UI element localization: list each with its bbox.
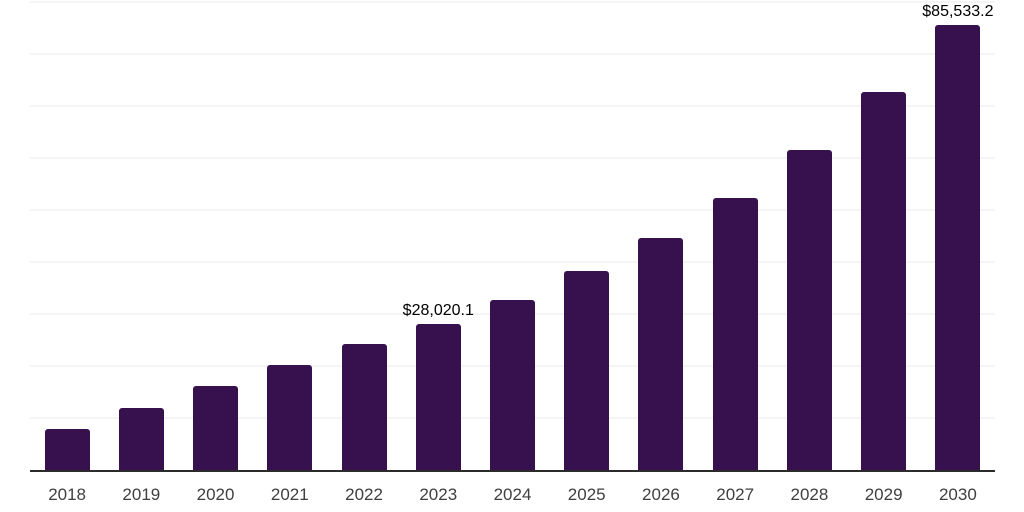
- x-tick-2028: 2028: [790, 485, 829, 504]
- bar-2019: [118, 407, 164, 470]
- bar-2026: [638, 238, 684, 470]
- x-tick-2021: 2021: [270, 485, 309, 504]
- bar-2025: [564, 270, 610, 470]
- x-tick-2030: 2030: [938, 485, 977, 504]
- gridline-50000: [30, 209, 995, 211]
- bar-2027: [712, 197, 758, 470]
- x-tick-2023: 2023: [419, 485, 458, 504]
- value-label-2023: $28,020.1: [402, 302, 474, 320]
- bar-2024: [490, 299, 535, 470]
- bar-2029: [861, 91, 907, 470]
- bar-2018: [44, 429, 90, 470]
- x-tick-2026: 2026: [642, 485, 680, 504]
- x-tick-2018: 2018: [48, 485, 87, 504]
- bar-2030: [935, 25, 981, 470]
- plot-area: $28,020.1 $85,533.2: [30, 1, 995, 470]
- value-label-2030: $85,533.2: [922, 3, 994, 21]
- gridline-60000: [30, 157, 995, 159]
- x-tick-2027: 2027: [716, 485, 755, 504]
- bar-2020: [193, 385, 239, 470]
- gridline-80000: [30, 53, 995, 55]
- x-tick-2020: 2020: [196, 485, 235, 504]
- gridline-70000: [30, 105, 995, 107]
- x-axis-line: [30, 470, 995, 472]
- x-tick-2024: 2024: [493, 485, 532, 504]
- x-tick-2019: 2019: [122, 485, 161, 504]
- x-tick-2025: 2025: [567, 485, 606, 504]
- bar-2022: [341, 344, 387, 470]
- x-tick-2029: 2029: [864, 485, 903, 504]
- bar-2021: [267, 365, 313, 470]
- bar-2028: [786, 149, 832, 470]
- bar-2023: [415, 324, 461, 470]
- gridline-40000: [30, 261, 995, 263]
- x-tick-2022: 2022: [345, 485, 383, 504]
- x-axis-tick-labels: 2018 2019 2020 2021 2022 2023 2024 2025 2026 2027…: [30, 484, 995, 506]
- gridline-90000: [30, 1, 995, 3]
